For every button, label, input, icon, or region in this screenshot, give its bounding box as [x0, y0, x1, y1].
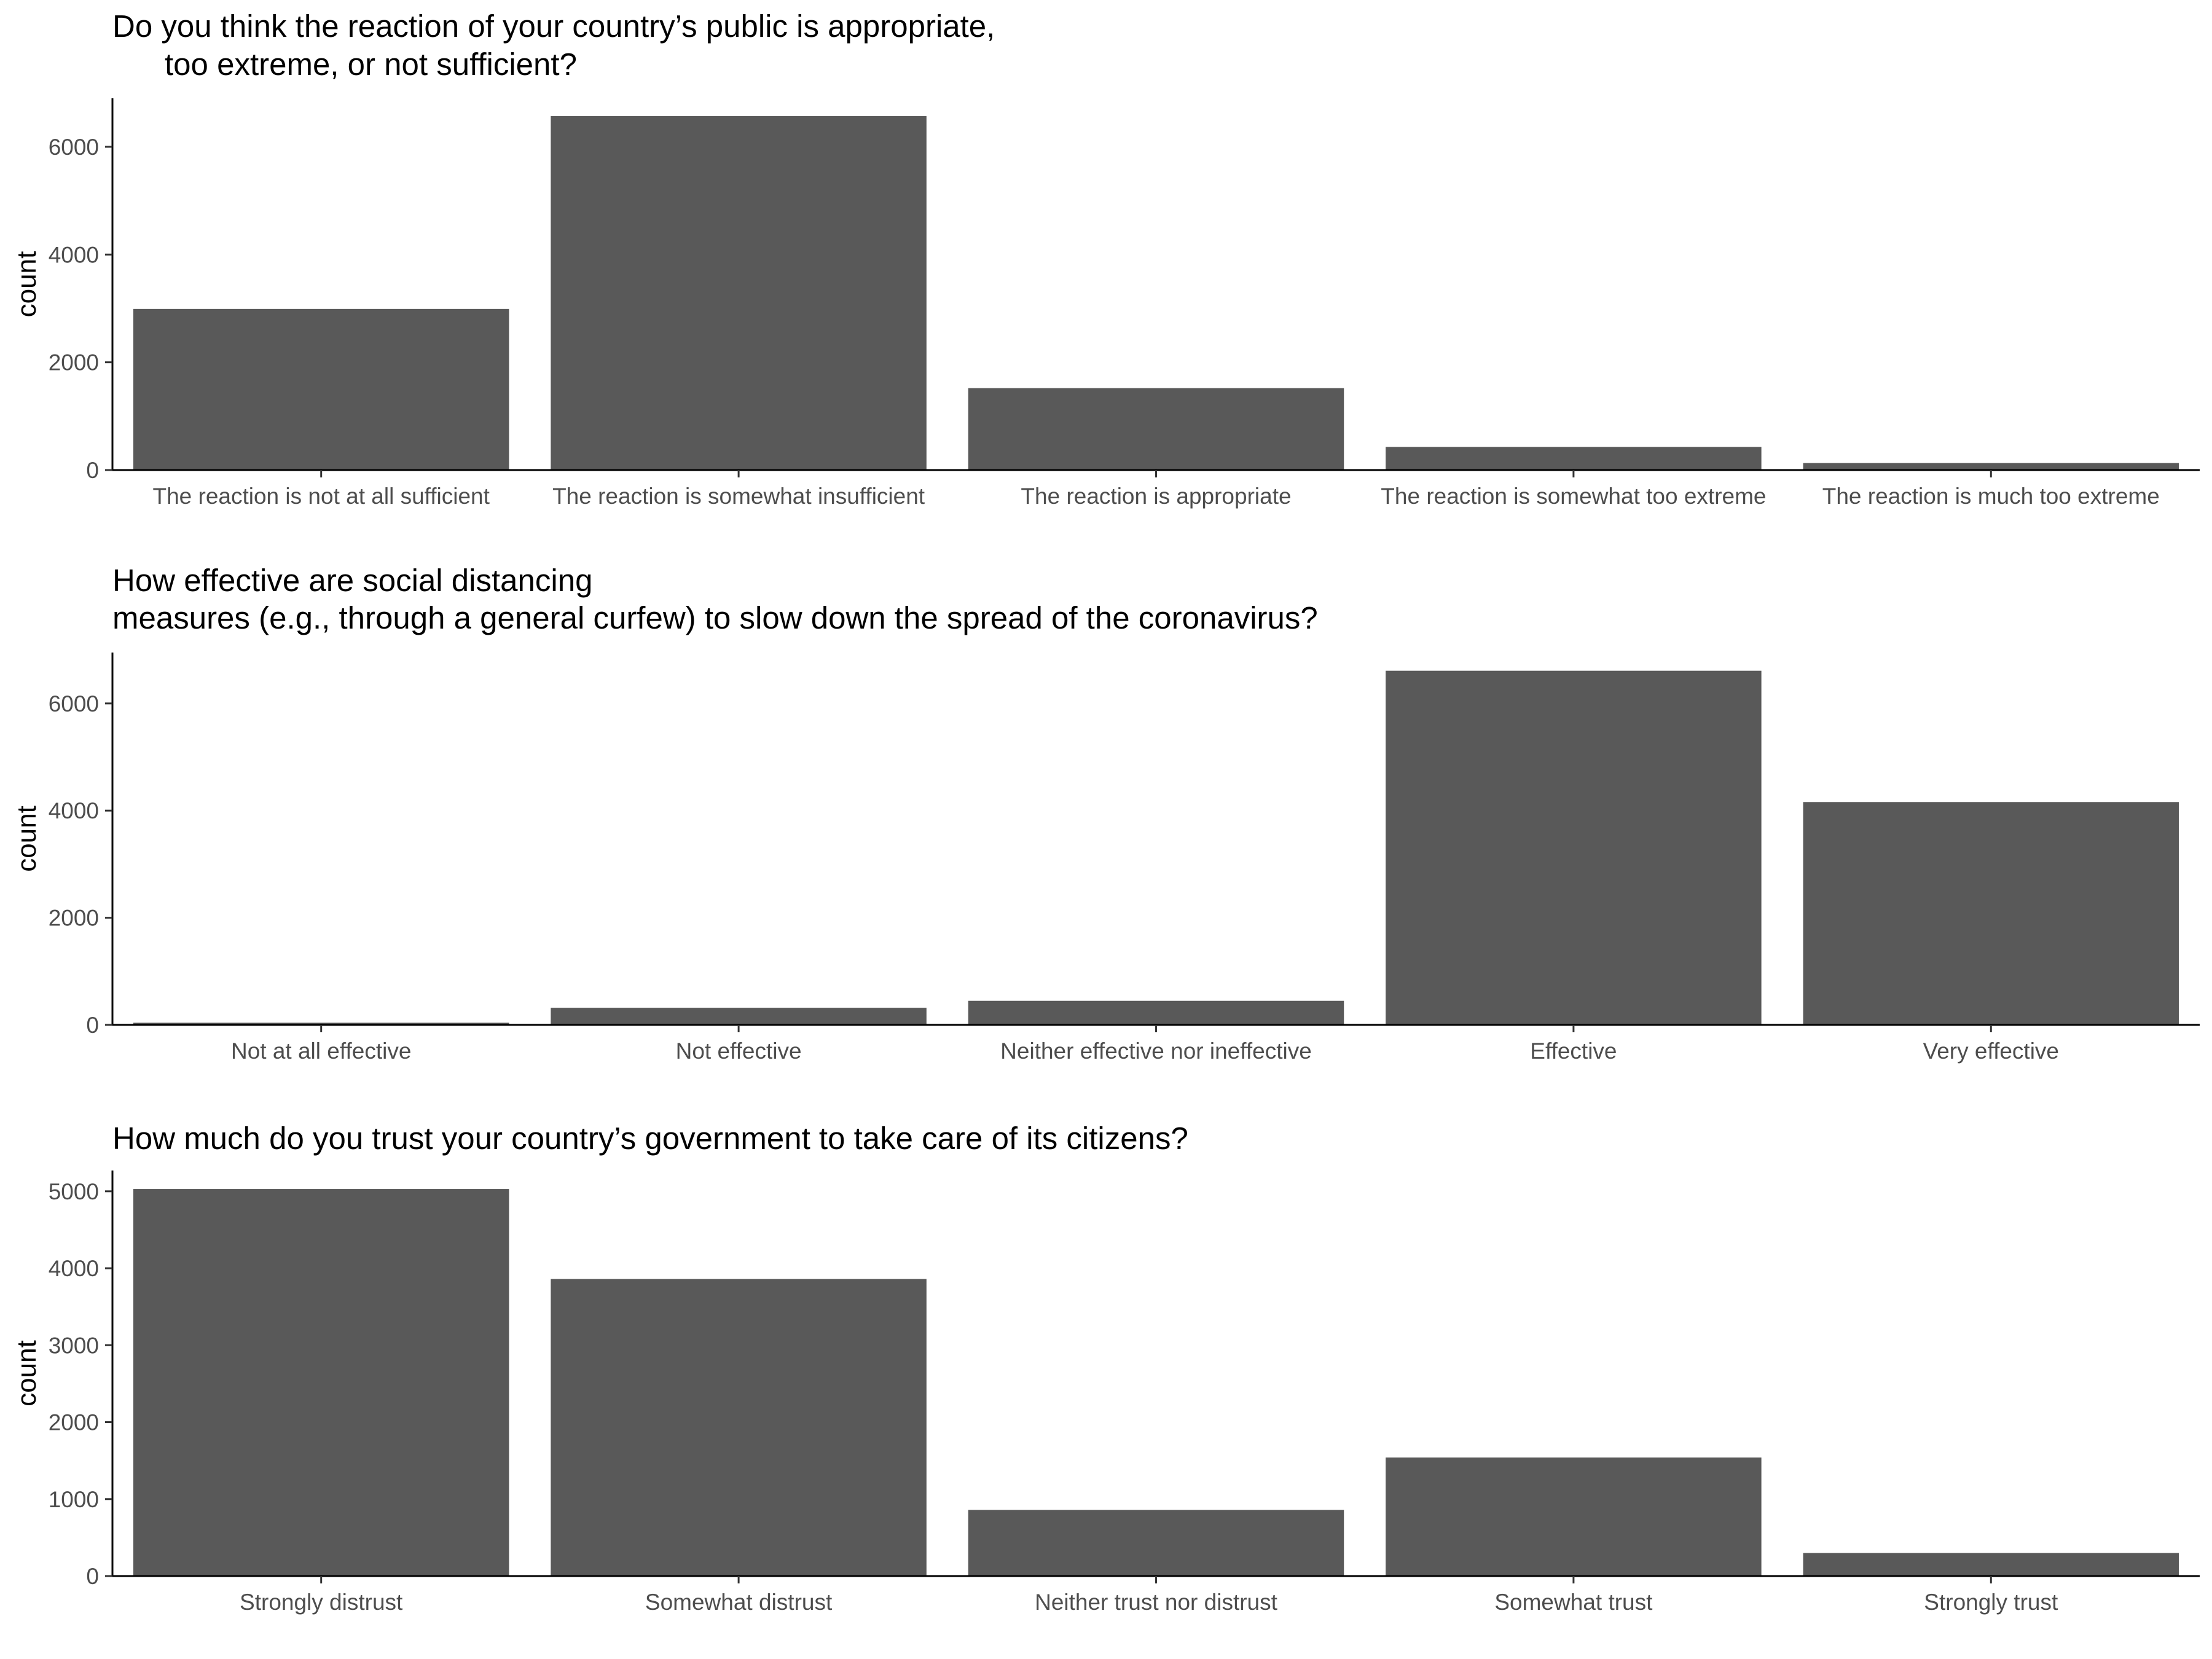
- chart-2-x-tick-label: Effective: [1530, 1038, 1617, 1064]
- chart-3-x-tick-label: Somewhat trust: [1494, 1590, 1653, 1615]
- chart-3-y-tick-label: 3000: [49, 1333, 99, 1358]
- chart-1-bar: [968, 388, 1344, 470]
- chart-2-x-tick-label: Very effective: [1923, 1038, 2059, 1064]
- chart-1-y-tick-label: 0: [86, 458, 99, 483]
- chart-3-bar: [133, 1189, 509, 1576]
- chart-2-bar: [1386, 670, 1762, 1025]
- chart-2-y-axis-title: count: [12, 806, 42, 872]
- chart-3-x-tick-label: Strongly distrust: [240, 1590, 403, 1615]
- chart-1-y-tick-label: 4000: [49, 242, 99, 267]
- chart-1-bar: [1803, 463, 2179, 470]
- chart-3-y-tick-label: 2000: [49, 1410, 99, 1435]
- chart-1-x-tick-label: The reaction is somewhat insufficient: [552, 484, 925, 509]
- chart-3-y-tick-label: 0: [86, 1564, 99, 1589]
- chart-3-y-axis-title: count: [12, 1340, 42, 1406]
- chart-1-x-tick-label: The reaction is somewhat too extreme: [1381, 484, 1766, 509]
- chart-1-y-tick-label: 6000: [49, 135, 99, 160]
- chart-3-x-tick-label: Neither trust nor distrust: [1035, 1590, 1278, 1615]
- chart-3-y-tick-label: 1000: [49, 1487, 99, 1512]
- chart-3-y-tick-label: 5000: [49, 1179, 99, 1204]
- chart-2-x-tick-label: Not at all effective: [231, 1038, 411, 1064]
- chart-1-title-line: too extreme, or not sufficient?: [112, 47, 577, 82]
- chart-2-y-tick-label: 0: [86, 1013, 99, 1038]
- chart-2-y-tick-label: 4000: [49, 798, 99, 823]
- chart-2-bar: [968, 1000, 1344, 1025]
- chart-3-bar: [1803, 1553, 2179, 1576]
- chart-3-x-tick-label: Strongly trust: [1924, 1590, 2058, 1615]
- chart-3-title-line: How much do you trust your country’s gov…: [112, 1121, 1188, 1156]
- chart-2-x-tick-label: Neither effective nor ineffective: [1000, 1038, 1312, 1064]
- chart-3-bar: [551, 1279, 927, 1576]
- chart-3-x-tick-label: Somewhat distrust: [645, 1590, 833, 1615]
- chart-2-y-tick-label: 2000: [49, 906, 99, 931]
- chart-3-bar: [968, 1510, 1344, 1576]
- chart-1-y-axis-title: count: [12, 251, 42, 318]
- chart-2-x-tick-label: Not effective: [676, 1038, 802, 1064]
- chart-2-title-line: How effective are social distancing: [112, 563, 592, 598]
- chart-1-x-tick-label: The reaction is much too extreme: [1822, 484, 2160, 509]
- chart-3-y-tick-label: 4000: [49, 1256, 99, 1281]
- chart-3-bar: [1386, 1457, 1762, 1576]
- chart-2-title-line: measures (e.g., through a general curfew…: [112, 600, 1318, 635]
- chart-1-bar: [133, 308, 509, 470]
- chart-1-title-line: Do you think the reaction of your countr…: [112, 9, 995, 44]
- chart-1-bar: [1386, 447, 1762, 470]
- chart-2-bar: [1803, 802, 2179, 1025]
- chart-1-x-tick-label: The reaction is not at all sufficient: [152, 484, 490, 509]
- chart-2-y-tick-label: 6000: [49, 691, 99, 716]
- chart-2-bar: [551, 1008, 927, 1025]
- chart-1-bar: [551, 116, 927, 470]
- chart-2-bar: [133, 1022, 509, 1025]
- chart-1-x-tick-label: The reaction is appropriate: [1021, 484, 1291, 509]
- chart-1-y-tick-label: 2000: [49, 350, 99, 375]
